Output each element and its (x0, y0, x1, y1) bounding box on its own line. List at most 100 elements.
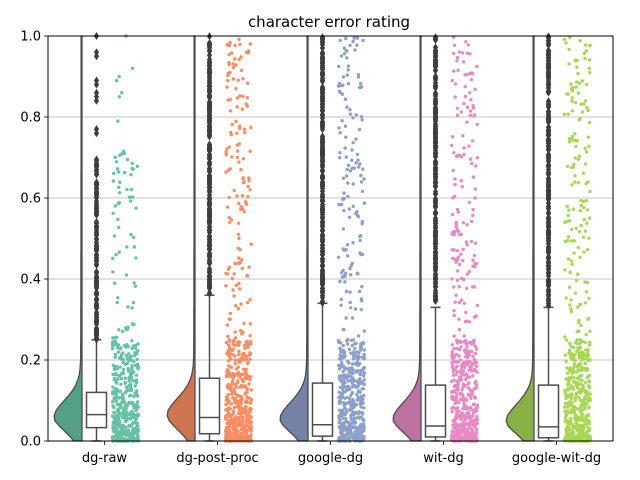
data-point (459, 252, 463, 256)
data-point (451, 256, 455, 260)
chart-title: character error rating (248, 13, 410, 31)
data-point (237, 349, 241, 353)
data-point (229, 218, 234, 222)
data-point (348, 290, 352, 294)
box-body-google-dg (311, 382, 334, 437)
data-point (473, 351, 478, 356)
data-point (462, 301, 466, 305)
data-point (233, 330, 237, 334)
outlier-marker (93, 308, 100, 317)
outlier-marker (93, 301, 100, 310)
data-point (576, 415, 580, 419)
data-point (339, 430, 343, 435)
data-point (232, 387, 236, 391)
data-point (115, 78, 119, 83)
data-point (344, 376, 349, 380)
data-point (582, 250, 586, 254)
outlier-marker (206, 100, 213, 109)
data-point (577, 320, 581, 325)
data-point (356, 412, 361, 416)
data-point (343, 97, 348, 101)
data-point (465, 243, 469, 247)
outlier-marker (545, 175, 552, 184)
outlier-marker (206, 55, 213, 64)
data-point (457, 375, 462, 380)
data-point (452, 151, 456, 155)
data-point (118, 153, 122, 157)
data-point (135, 402, 139, 406)
data-point (341, 247, 345, 251)
data-point (244, 391, 248, 395)
data-point (573, 101, 578, 105)
data-point (237, 201, 241, 206)
data-point (452, 43, 457, 47)
data-point (339, 54, 344, 58)
data-point (459, 365, 464, 369)
data-point (235, 96, 240, 100)
data-point (231, 411, 235, 416)
data-point (115, 167, 120, 171)
data-point (576, 157, 580, 161)
data-point (344, 135, 348, 139)
data-point (229, 402, 234, 406)
data-point (348, 108, 352, 112)
outlier-marker (93, 278, 100, 287)
data-point (114, 431, 119, 435)
outlier-marker (432, 148, 439, 157)
data-point (237, 261, 241, 266)
data-point (361, 167, 365, 171)
x-tick-label-google-wit-dg: google-wit-dg (512, 451, 601, 466)
data-point (562, 112, 567, 117)
data-point (459, 179, 463, 183)
data-point (582, 417, 586, 421)
data-point (578, 338, 583, 342)
data-point (564, 359, 568, 364)
data-point (356, 72, 361, 77)
data-point (473, 187, 477, 191)
data-point (231, 65, 236, 70)
data-point (112, 429, 116, 433)
outlier-marker (432, 97, 439, 106)
outlier-marker (545, 49, 552, 58)
data-point (566, 164, 570, 169)
outlier-marker (432, 228, 439, 237)
data-point (474, 434, 478, 439)
data-point (584, 49, 588, 53)
data-point (587, 236, 591, 240)
data-point (358, 426, 363, 430)
data-point (347, 347, 352, 351)
data-point (116, 201, 120, 206)
data-point (473, 265, 477, 269)
outlier-marker (206, 110, 213, 119)
outlier-marker (206, 194, 213, 203)
data-point (475, 430, 479, 435)
y-tick-label: 0.2 (20, 354, 41, 369)
data-point (564, 41, 568, 45)
data-point (351, 182, 355, 186)
data-point (473, 344, 478, 349)
data-point (582, 102, 586, 106)
data-point (468, 359, 472, 363)
data-point (225, 85, 229, 89)
data-point (350, 158, 354, 162)
data-point (474, 427, 479, 432)
data-point (472, 362, 476, 366)
outlier-marker (545, 253, 552, 262)
data-point (579, 390, 583, 394)
data-point (353, 346, 357, 351)
data-point (338, 436, 343, 441)
data-point (129, 417, 133, 421)
data-point (343, 385, 347, 389)
data-point (461, 369, 466, 373)
outlier-marker (206, 272, 213, 281)
data-point (453, 416, 457, 420)
data-point (226, 334, 230, 339)
data-point (345, 174, 349, 178)
data-point (111, 372, 115, 377)
data-point (348, 300, 352, 305)
data-point (465, 72, 469, 77)
data-point (459, 298, 464, 302)
data-point (247, 265, 251, 269)
data-point (115, 381, 119, 385)
data-point (240, 332, 244, 336)
